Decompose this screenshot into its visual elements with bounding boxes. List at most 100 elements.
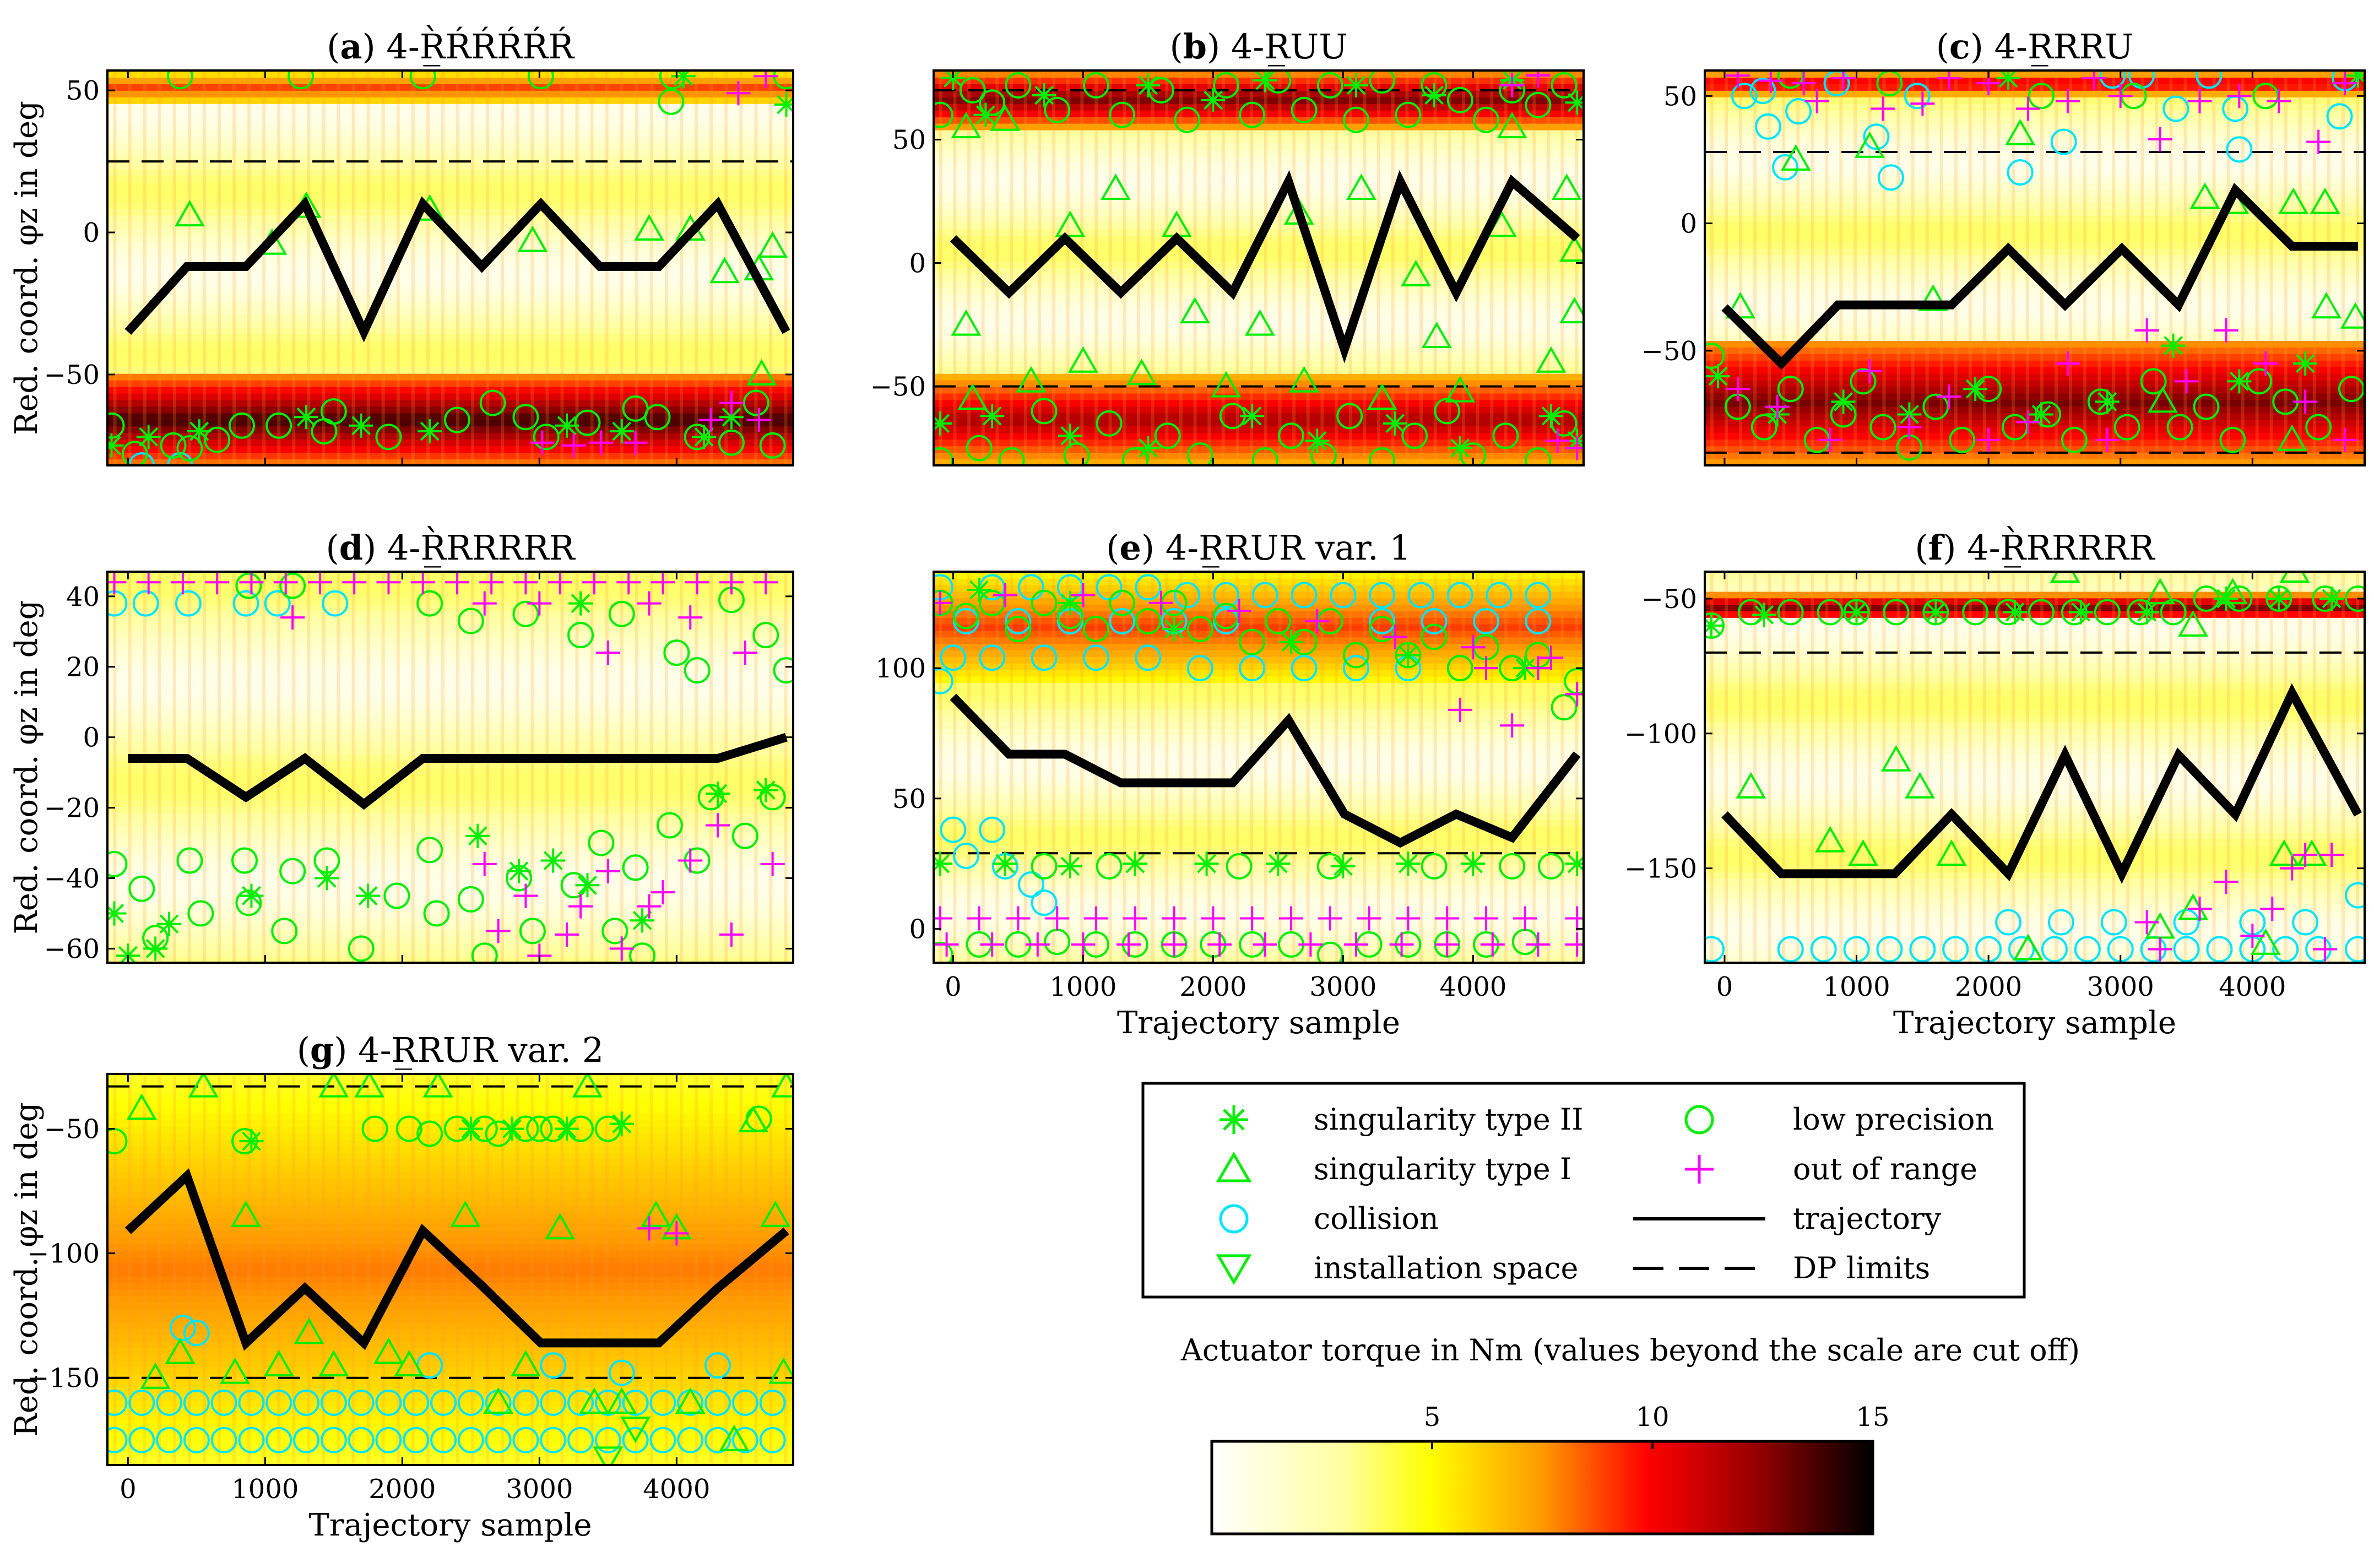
singularity-type-ii-marker (774, 92, 793, 117)
out-of-range-marker (486, 919, 511, 943)
heatmap-row (1705, 761, 2365, 768)
out-of-range-marker (1565, 682, 1584, 707)
out-of-range-marker (616, 572, 641, 595)
collision-marker (594, 1389, 621, 1416)
heatmap-row (934, 248, 1584, 256)
heatmap-streak (1010, 70, 1013, 465)
heatmap-row (934, 819, 1584, 827)
asterisk-stroke (2097, 392, 2117, 411)
singularity-type-ii-marker (1058, 854, 1082, 878)
heatmap-row (934, 656, 1584, 664)
heatmap-row (1705, 221, 2365, 229)
singularity-type-i-marker (2311, 292, 2342, 319)
asterisk-stroke (1203, 90, 1223, 110)
out-of-range-marker (1207, 932, 1232, 957)
heatmap-row (934, 287, 1584, 295)
panel-title: (g) 4-R̲RUR var. 2 (297, 1030, 604, 1070)
heatmap-streak (143, 1074, 147, 1465)
heatmap-row (934, 274, 1584, 282)
heatmap-streak (1853, 70, 1857, 465)
low-precision-marker (656, 812, 683, 839)
heatmap-row (107, 1452, 793, 1460)
low-precision-marker (2166, 414, 2193, 441)
low-precision-marker (423, 900, 450, 927)
heatmap-row (934, 786, 1584, 794)
asterisk-stroke (1268, 854, 1288, 873)
heatmap-streak (1575, 70, 1579, 465)
heatmap-streak (217, 572, 221, 963)
heatmap-streak (471, 70, 475, 465)
singularity-type-ii-marker (143, 936, 168, 961)
heatmap-row (934, 182, 1584, 190)
y-axis-label: Red. coord. φz in deg (9, 600, 45, 935)
low-precision-marker (953, 603, 979, 630)
heatmap-row (934, 858, 1584, 866)
out-of-range-marker (1937, 70, 1961, 90)
heatmap-streak (1335, 572, 1338, 963)
collision-marker (704, 1426, 731, 1453)
low-precision-marker (271, 918, 298, 945)
collision-marker (132, 590, 159, 617)
collision-marker (2007, 159, 2034, 186)
heatmap-streak (754, 1074, 758, 1465)
heatmap-row (934, 149, 1584, 157)
low-precision-marker (1343, 106, 1369, 133)
low-precision-marker (1421, 853, 1448, 880)
heatmap-streak (1377, 70, 1381, 465)
out-of-range-marker (1357, 906, 1381, 931)
out-of-range-marker (2319, 843, 2344, 867)
asterisk-stroke (1197, 854, 1217, 873)
heatmap-row (107, 851, 793, 859)
low-precision-marker (1154, 422, 1181, 449)
asterisk-stroke (982, 406, 1002, 426)
heatmap-row (1705, 208, 2365, 216)
heatmap-row (107, 459, 793, 465)
heatmap-row (934, 196, 1584, 203)
singularity-type-ii-marker (1705, 364, 1730, 389)
heatmap-row (107, 1354, 793, 1361)
heatmap-streak (2198, 572, 2202, 963)
collision-marker (320, 1389, 347, 1416)
singularity-type-i-marker (957, 383, 988, 410)
heatmap-streak (1546, 572, 1550, 963)
singularity-type-ii-marker (2029, 402, 2053, 427)
asterisk-stroke (1138, 438, 1158, 458)
low-precision-marker (2061, 426, 2088, 453)
singularity-type-i-marker (1211, 371, 1242, 398)
asterisk-stroke (1515, 658, 1535, 678)
collision-marker (1018, 871, 1044, 898)
heatmap-row (107, 1106, 793, 1114)
heatmap-row (934, 891, 1584, 898)
low-precision-marker (279, 572, 306, 599)
heatmap-streak (441, 70, 445, 465)
heatmap-streak (1839, 572, 1843, 963)
singularity-type-ii-marker (575, 873, 600, 898)
heatmap-streak (664, 572, 668, 963)
heatmap-streak (337, 572, 340, 963)
heatmap-streak (1925, 572, 1929, 963)
singularity-type-ii-marker (1240, 404, 1265, 428)
panel-title: (a) 4-R̲̀ŔŔŔŔŔ (327, 25, 575, 67)
out-of-range-marker (582, 572, 606, 595)
low-precision-marker (742, 389, 769, 416)
heatmap-row (1705, 734, 2365, 742)
heatmap-row (934, 734, 1584, 742)
heatmap-row (107, 1171, 793, 1179)
heatmap-streak (724, 1074, 728, 1465)
collision-marker (1446, 582, 1473, 609)
low-precision-marker (998, 447, 1025, 465)
heatmap-streak (1939, 572, 1943, 963)
singularity-type-i-marker (1736, 772, 1766, 799)
out-of-range-marker (733, 641, 757, 665)
out-of-range-marker (273, 572, 298, 595)
singularity-type-ii-marker (1831, 389, 1856, 414)
singularity-type-i-marker (1551, 173, 1582, 200)
singularity-type-ii-marker (692, 425, 717, 449)
asterisk-stroke (2269, 589, 2289, 609)
legend-label-collision: collision (1314, 1201, 1439, 1236)
out-of-range-marker (1526, 656, 1551, 681)
asterisk-stroke (995, 854, 1015, 873)
heatmap-row (107, 715, 793, 723)
singularity-type-i-marker (294, 1317, 324, 1344)
heatmap-row (934, 294, 1584, 302)
